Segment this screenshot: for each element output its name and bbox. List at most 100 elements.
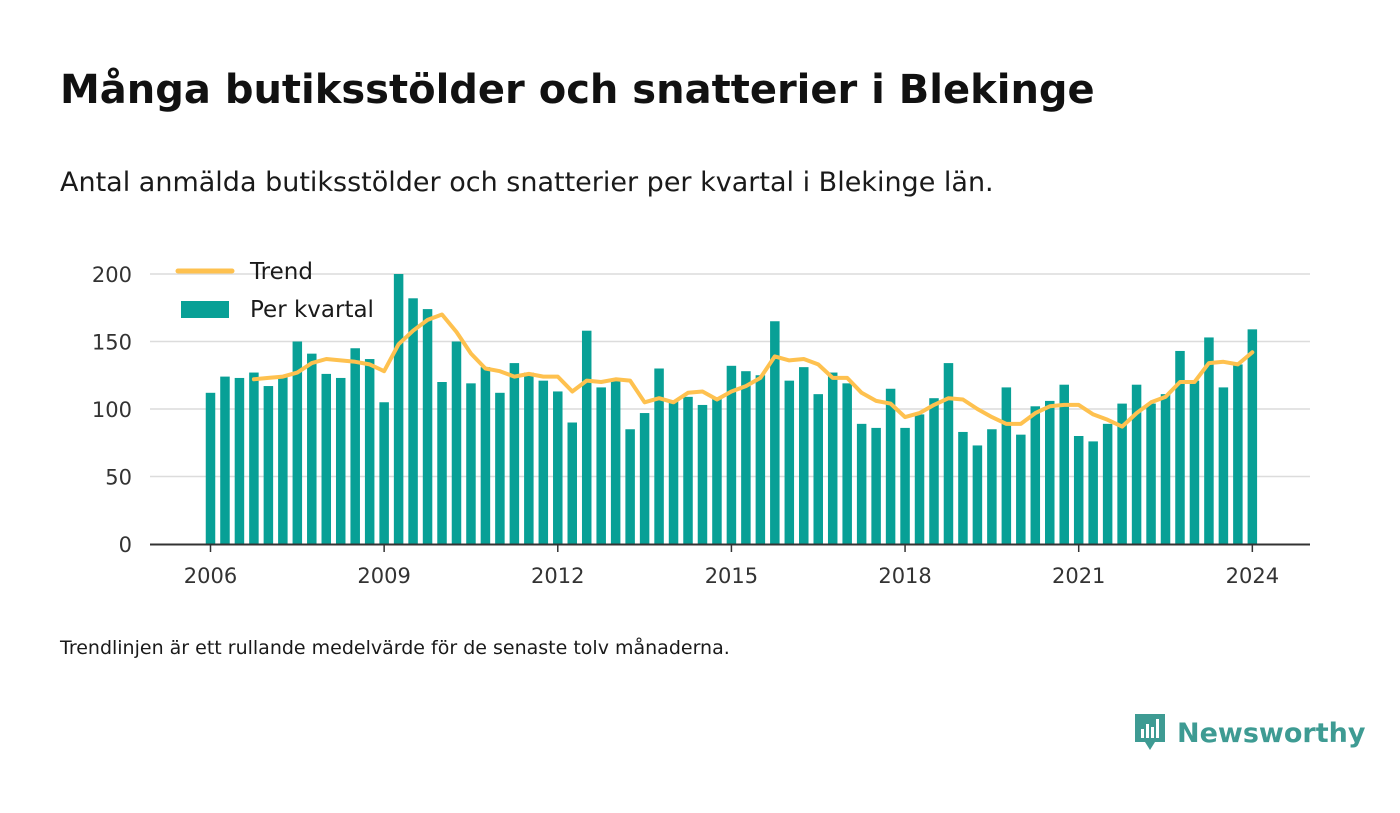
bar [712, 398, 722, 544]
bar [1059, 384, 1069, 544]
bar [379, 402, 389, 544]
x-tick-label: 2024 [1226, 564, 1279, 588]
footnote: Trendlinjen är ett rullande medelvärde f… [60, 637, 730, 659]
bar [755, 375, 766, 544]
bar [914, 414, 925, 544]
x-tick-label: 2015 [705, 564, 758, 588]
bar [350, 348, 360, 544]
bar [596, 387, 606, 544]
bar [885, 388, 896, 544]
bar [249, 372, 259, 544]
bar [871, 427, 881, 544]
x-tick-label: 2021 [1052, 564, 1105, 588]
bar [234, 377, 245, 544]
bar [654, 368, 664, 544]
bar [813, 394, 823, 544]
bar [524, 372, 534, 544]
bar [842, 383, 852, 544]
bar [784, 380, 795, 544]
bar [1247, 329, 1258, 544]
bar [856, 423, 867, 544]
y-tick-label: 200 [92, 263, 132, 287]
newsworthy-logo[interactable]: Newsworthy [1133, 712, 1365, 754]
bar [1073, 436, 1084, 544]
bar [1175, 350, 1185, 544]
legend-trend-label: Trend [249, 259, 313, 285]
bar [799, 367, 809, 544]
trend-line [251, 312, 1255, 429]
bar [610, 380, 621, 544]
bar [451, 341, 462, 544]
y-tick-label: 0 [119, 533, 132, 557]
legend-bar-label: Per kvartal [250, 297, 374, 323]
bar [639, 413, 650, 544]
bar [538, 380, 549, 544]
chart-title: Många butiksstölder och snatterier i Ble… [60, 67, 1095, 113]
bar [205, 392, 216, 544]
bar [495, 392, 505, 544]
bar [1146, 403, 1156, 544]
logo-text: Newsworthy [1177, 717, 1366, 749]
bar [364, 359, 375, 544]
bar [958, 431, 968, 544]
bar [972, 445, 983, 544]
bar [335, 377, 346, 544]
bar [480, 367, 491, 544]
bar [827, 372, 838, 544]
bar [393, 274, 404, 544]
bar [770, 321, 780, 544]
bar [625, 429, 635, 544]
y-tick-label: 50 [105, 466, 132, 490]
bar [1102, 423, 1113, 544]
bar [581, 330, 592, 544]
bar [307, 353, 317, 544]
bar [466, 383, 476, 544]
bar [1204, 337, 1214, 544]
bar [943, 363, 954, 544]
bar [741, 371, 751, 544]
bar [292, 341, 303, 544]
y-tick-label: 100 [92, 398, 132, 422]
bar [1131, 384, 1142, 544]
x-tick-label: 2012 [531, 564, 584, 588]
bar-series [205, 274, 1258, 544]
bar [697, 404, 708, 544]
bar [1117, 403, 1127, 544]
bar [1218, 387, 1229, 544]
bar [668, 400, 679, 544]
bar [683, 396, 693, 544]
bar [509, 363, 520, 544]
x-tick-label: 2006 [184, 564, 237, 588]
bar [567, 422, 577, 544]
bar [987, 429, 997, 544]
bar [437, 382, 447, 544]
bar [422, 309, 433, 544]
bar [1045, 400, 1055, 544]
bar [1016, 434, 1026, 544]
bar [220, 376, 230, 544]
bar [1160, 394, 1171, 544]
axes: 0 50 100 150 200 2006 2009 2012 2015 2018 2021 2024 [92, 263, 1310, 588]
chart-subtitle: Antal anmälda butiksstölder och snatteri… [60, 167, 994, 198]
bar [321, 373, 332, 544]
x-tick-label: 2018 [878, 564, 931, 588]
x-tick-label: 2009 [357, 564, 410, 588]
legend: Trend Per kvartal [175, 259, 374, 323]
y-tick-label: 150 [92, 331, 132, 355]
bar [553, 391, 563, 544]
newsworthy-logo-icon [1135, 714, 1165, 750]
trend-series [251, 312, 1255, 429]
bar [929, 398, 939, 544]
bar [1088, 441, 1098, 544]
bar [408, 298, 418, 544]
bar [1189, 380, 1200, 544]
bar [1001, 387, 1012, 544]
bar [1030, 406, 1041, 544]
bar [1233, 364, 1243, 544]
bar [278, 376, 288, 544]
bar [263, 386, 274, 544]
bar [900, 427, 910, 544]
bar [726, 365, 737, 544]
legend-bar-swatch [181, 301, 229, 318]
